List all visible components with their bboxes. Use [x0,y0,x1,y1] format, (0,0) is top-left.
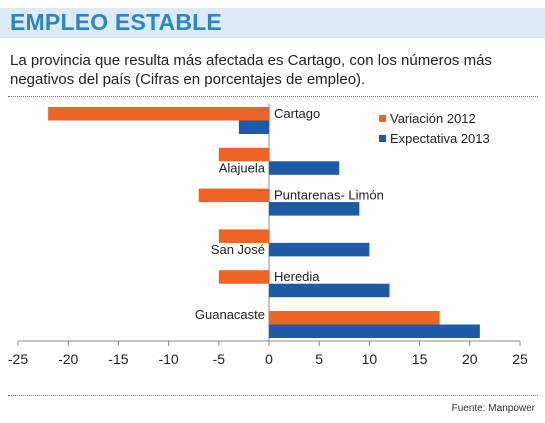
page-title: EMPLEO ESTABLE [10,9,222,35]
bar-2013 [269,324,480,338]
x-tick-label: 5 [315,351,323,367]
legend-label: Expectativa 2013 [390,131,490,146]
x-tick-label: -25 [8,351,28,367]
bar-2013 [269,161,340,175]
bar-2012 [269,311,440,325]
bar-2012 [218,229,269,243]
category-label: Cartago [274,106,320,121]
legend-label: Variación 2012 [390,111,476,126]
bar-2013 [269,242,370,257]
bar-2013 [269,283,390,298]
category-label: Alajuela [219,160,266,175]
bar-2012 [48,107,270,121]
x-tick-label: -10 [158,351,178,367]
bar-2012 [218,270,269,284]
legend-swatch [379,115,386,122]
legend-swatch [379,135,386,142]
x-tick-label: -15 [108,351,128,367]
bar-2012 [218,147,269,162]
bar-2012 [198,188,269,203]
header-bar [0,8,545,38]
x-tick-label: 25 [512,351,528,367]
x-tick-label: 20 [462,351,478,367]
x-tick-label: -20 [58,351,78,367]
bar-2013 [269,202,360,216]
bottom-divider [8,395,538,396]
page-subtitle: La provincia que resulta más afectada es… [10,52,492,88]
top-divider [8,96,538,97]
x-tick-label: 15 [412,351,428,367]
x-tick-label: 10 [362,351,378,367]
category-label: Heredia [274,269,320,284]
source-note: Fuente: Manpower [451,403,535,414]
category-label: Guanacaste [195,307,265,322]
category-label: San José [211,242,265,257]
x-tick-label: -5 [213,351,226,367]
x-tick-label: 0 [265,351,273,367]
category-label: Puntarenas- Limón [274,188,384,203]
bar-2013 [238,120,269,134]
